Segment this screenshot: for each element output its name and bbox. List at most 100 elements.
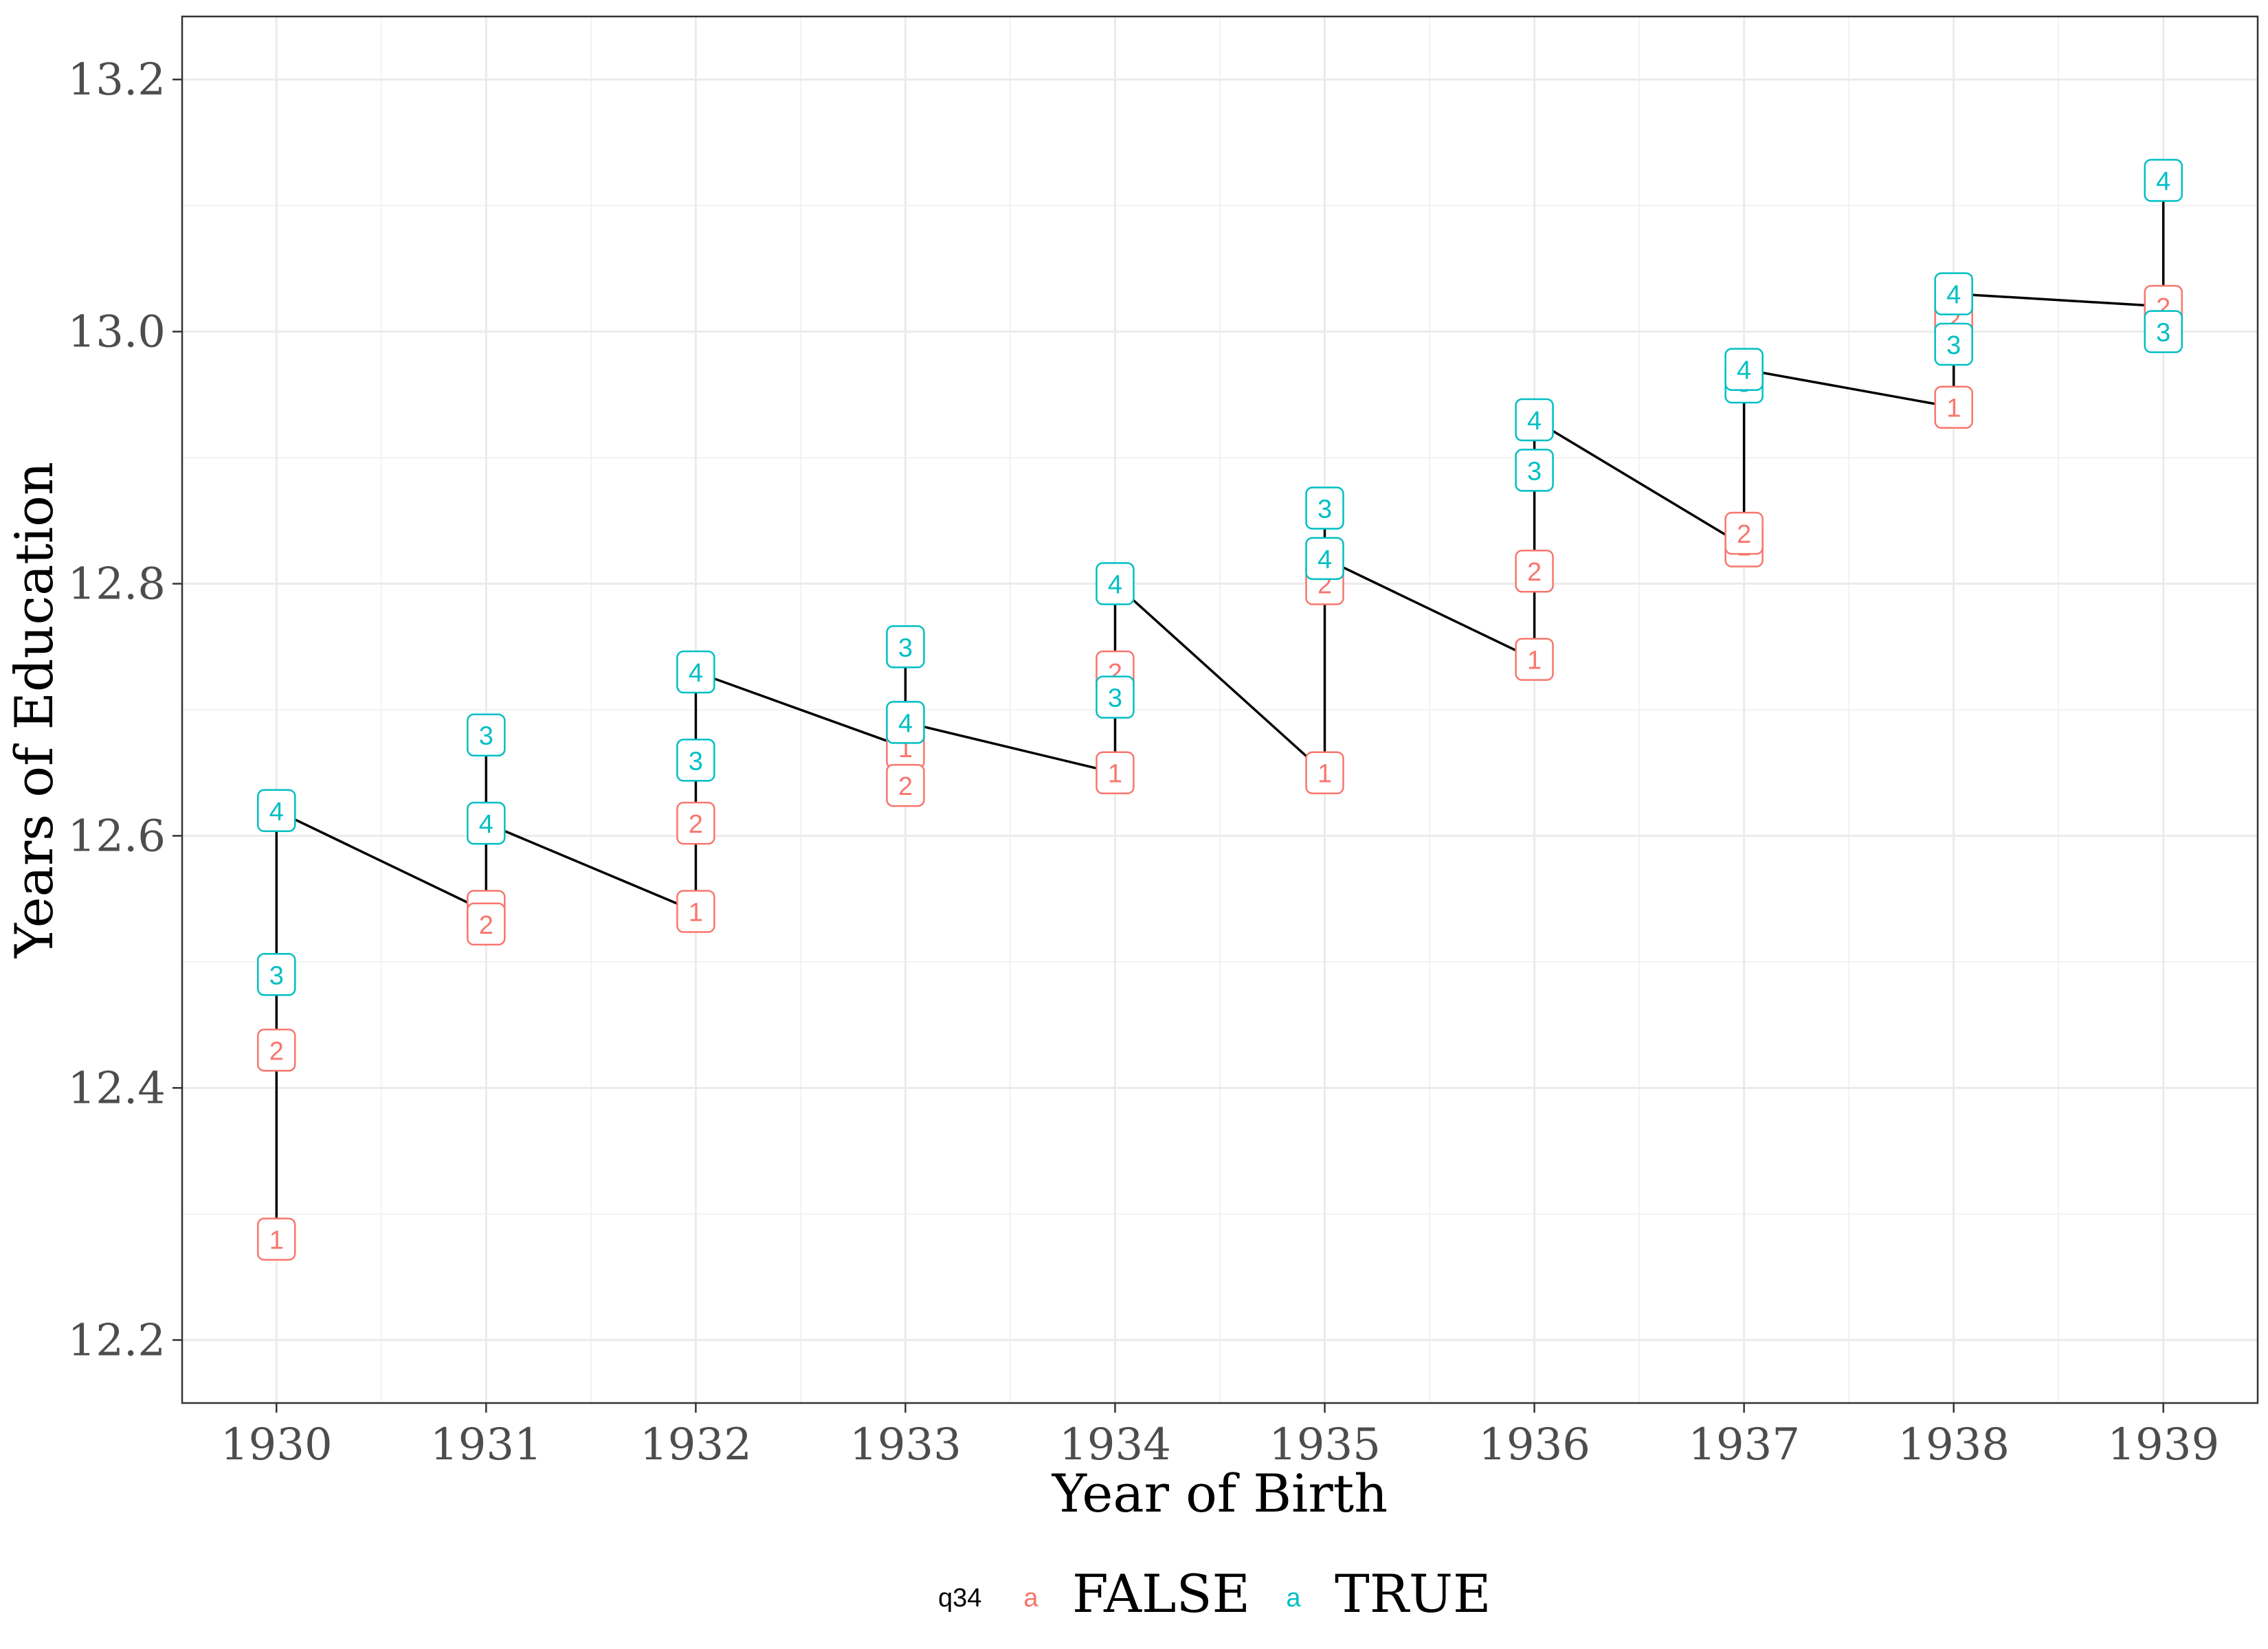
data-point-label: 2 bbox=[1515, 549, 1554, 593]
x-tick-label: 1935 bbox=[1269, 1420, 1381, 1470]
data-point-text: 2 bbox=[1527, 558, 1542, 587]
data-point-box bbox=[1515, 398, 1554, 442]
data-point-box bbox=[1305, 751, 1344, 794]
data-point-text: 4 bbox=[1946, 281, 1961, 310]
data-point-text: 1 bbox=[1318, 760, 1332, 789]
data-points: 123412341234123412341234123412341234234 bbox=[257, 159, 2183, 1261]
data-point-label: 4 bbox=[1096, 562, 1135, 605]
data-point-text: 3 bbox=[689, 747, 703, 776]
data-point-text: 1 bbox=[1946, 394, 1961, 423]
y-tick-label: 12.2 bbox=[68, 1315, 166, 1366]
data-point-text: 4 bbox=[479, 810, 493, 839]
data-point-text: 4 bbox=[1318, 546, 1332, 574]
data-point-text: 2 bbox=[479, 911, 493, 940]
data-point-text: 4 bbox=[898, 709, 913, 738]
data-point-text: 3 bbox=[1108, 684, 1122, 713]
data-point-box bbox=[1934, 322, 1973, 366]
data-point-label: 3 bbox=[467, 713, 506, 756]
data-point-label: 3 bbox=[257, 953, 296, 996]
x-tick-label: 1937 bbox=[1688, 1420, 1800, 1470]
y-tick-label: 12.6 bbox=[68, 811, 166, 862]
data-point-text: 3 bbox=[2156, 319, 2170, 348]
y-axis: 12.2 12.4 12.6 12.8 13.0 13.2 bbox=[68, 55, 182, 1366]
data-point-box bbox=[1724, 348, 1764, 391]
legend-key-true: a bbox=[1286, 1584, 1301, 1613]
x-axis-title: Year of Birth bbox=[1052, 1463, 1388, 1524]
data-point-text: 4 bbox=[689, 659, 703, 688]
data-point-text: 1 bbox=[269, 1226, 284, 1255]
data-point-box bbox=[257, 789, 296, 833]
data-point-label: 1 bbox=[1934, 385, 1973, 429]
data-point-label: 3 bbox=[2144, 310, 2183, 353]
y-tick-label: 12.4 bbox=[68, 1063, 166, 1114]
data-point-box bbox=[257, 953, 296, 996]
data-point-text: 3 bbox=[269, 961, 284, 990]
data-point-label: 2 bbox=[676, 801, 715, 845]
data-point-label: 1 bbox=[257, 1218, 296, 1261]
data-point-text: 4 bbox=[1737, 357, 1751, 385]
data-point-text: 1 bbox=[1527, 647, 1542, 675]
data-point-label: 3 bbox=[886, 625, 925, 669]
data-point-box bbox=[676, 739, 715, 782]
y-axis-title: Years of Education bbox=[3, 462, 65, 958]
data-point-label: 1 bbox=[676, 890, 715, 933]
legend-label-true: TRUE bbox=[1335, 1563, 1491, 1624]
data-point-box bbox=[1305, 486, 1344, 530]
data-point-label: 1 bbox=[1096, 751, 1135, 794]
data-point-text: 3 bbox=[1318, 495, 1332, 524]
data-point-box bbox=[257, 1029, 296, 1072]
data-point-label: 4 bbox=[1934, 272, 1973, 315]
data-point-label: 3 bbox=[1934, 322, 1973, 366]
x-tick-label: 1930 bbox=[221, 1420, 333, 1470]
data-point-label: 4 bbox=[1515, 398, 1554, 442]
data-point-text: 3 bbox=[1946, 331, 1961, 360]
x-tick-label: 1933 bbox=[849, 1420, 961, 1470]
data-point-box bbox=[1096, 675, 1135, 719]
legend: q34 a FALSE a TRUE bbox=[938, 1563, 1491, 1624]
y-tick-label: 13.2 bbox=[68, 55, 166, 106]
legend-title: q34 bbox=[938, 1584, 981, 1613]
data-point-label: 3 bbox=[1305, 486, 1344, 530]
minor-gridlines bbox=[182, 16, 2258, 1403]
data-point-text: 2 bbox=[689, 810, 703, 839]
data-point-text: 1 bbox=[1108, 760, 1122, 789]
x-tick-label: 1938 bbox=[1898, 1420, 2010, 1470]
data-point-box bbox=[676, 890, 715, 933]
data-point-label: 3 bbox=[676, 739, 715, 782]
data-point-box bbox=[1096, 751, 1135, 794]
x-tick-label: 1936 bbox=[1478, 1420, 1590, 1470]
data-point-box bbox=[2144, 310, 2183, 353]
data-point-box bbox=[2144, 159, 2183, 202]
data-point-text: 3 bbox=[479, 722, 493, 751]
x-tick-label: 1932 bbox=[640, 1420, 752, 1470]
data-point-box bbox=[886, 701, 925, 744]
data-point-label: 4 bbox=[886, 701, 925, 744]
data-point-text: 4 bbox=[269, 798, 284, 827]
data-point-text: 4 bbox=[2156, 167, 2170, 196]
data-point-text: 4 bbox=[1527, 407, 1542, 436]
data-point-text: 2 bbox=[269, 1037, 284, 1066]
data-point-text: 1 bbox=[689, 899, 703, 928]
data-point-label: 2 bbox=[257, 1029, 296, 1072]
data-point-label: 2 bbox=[467, 902, 506, 946]
x-axis: 1930 1931 1932 1933 1934 1935 1936 1937 1938 1939 bbox=[221, 1403, 2219, 1470]
y-tick-label: 13.0 bbox=[68, 307, 166, 358]
data-point-box bbox=[467, 902, 506, 946]
data-point-text: 4 bbox=[1108, 571, 1122, 600]
data-point-box bbox=[257, 1218, 296, 1261]
data-point-box bbox=[1515, 449, 1554, 492]
data-point-label: 4 bbox=[257, 789, 296, 833]
x-tick-label: 1939 bbox=[2107, 1420, 2219, 1470]
x-tick-label: 1934 bbox=[1059, 1420, 1171, 1470]
data-point-label: 4 bbox=[1305, 537, 1344, 581]
data-point-box bbox=[676, 801, 715, 845]
data-point-box bbox=[1305, 537, 1344, 581]
data-point-box bbox=[1934, 385, 1973, 429]
data-point-label: 2 bbox=[886, 763, 925, 807]
data-point-box bbox=[1934, 272, 1973, 315]
data-point-box bbox=[886, 763, 925, 807]
data-point-label: 4 bbox=[2144, 159, 2183, 202]
x-tick-label: 1931 bbox=[430, 1420, 542, 1470]
